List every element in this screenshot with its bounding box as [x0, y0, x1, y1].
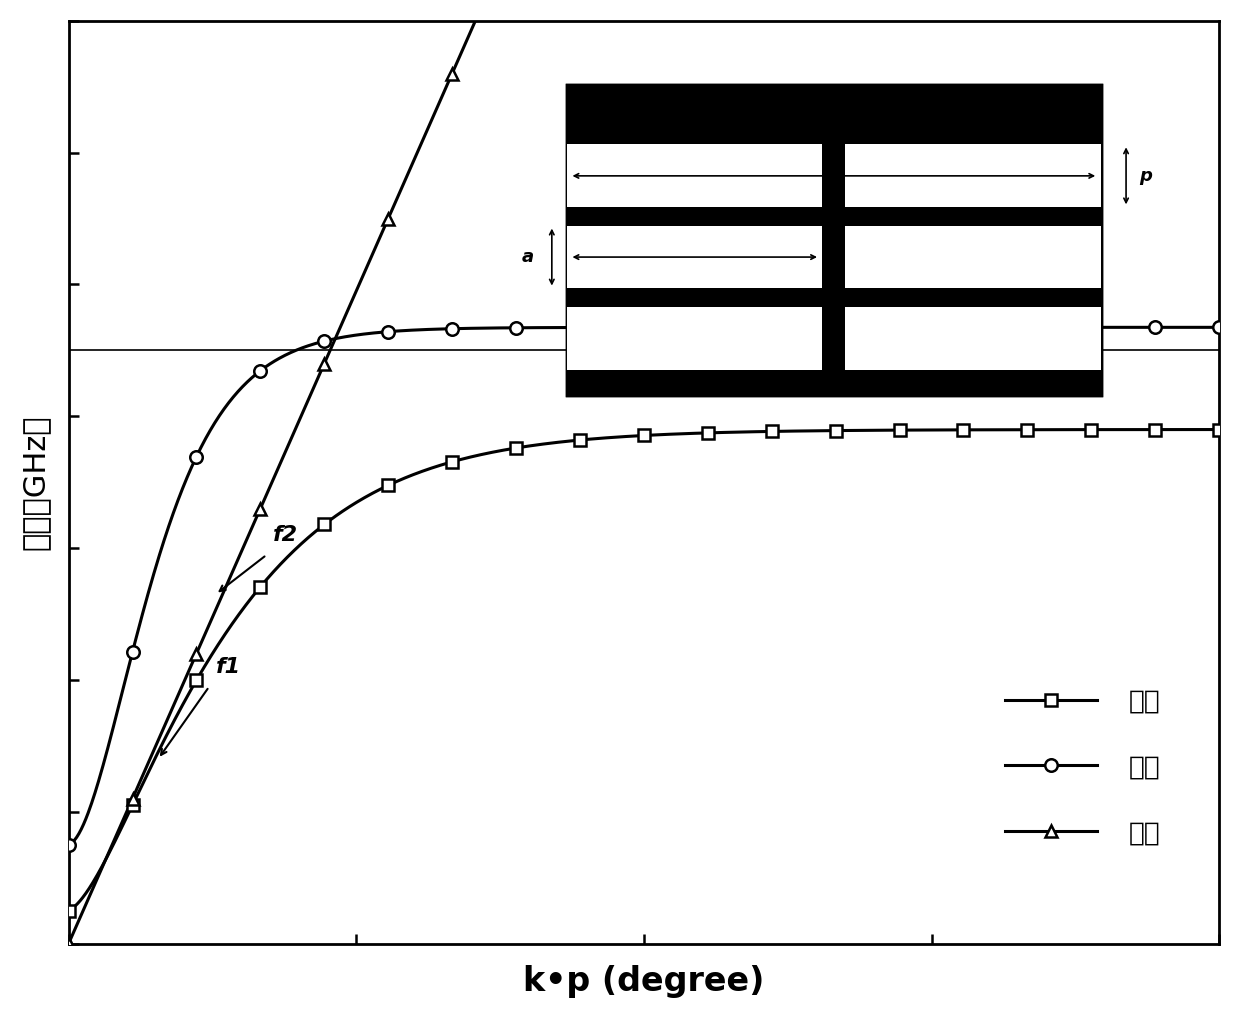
- Y-axis label: 频率（GHz）: 频率（GHz）: [21, 415, 50, 550]
- X-axis label: k•p (degree): k•p (degree): [523, 965, 765, 999]
- Text: f1: f1: [216, 657, 241, 677]
- Text: f2: f2: [273, 525, 299, 545]
- Legend: 偶模, 奇模, 光线: 偶模, 奇模, 光线: [994, 679, 1172, 857]
